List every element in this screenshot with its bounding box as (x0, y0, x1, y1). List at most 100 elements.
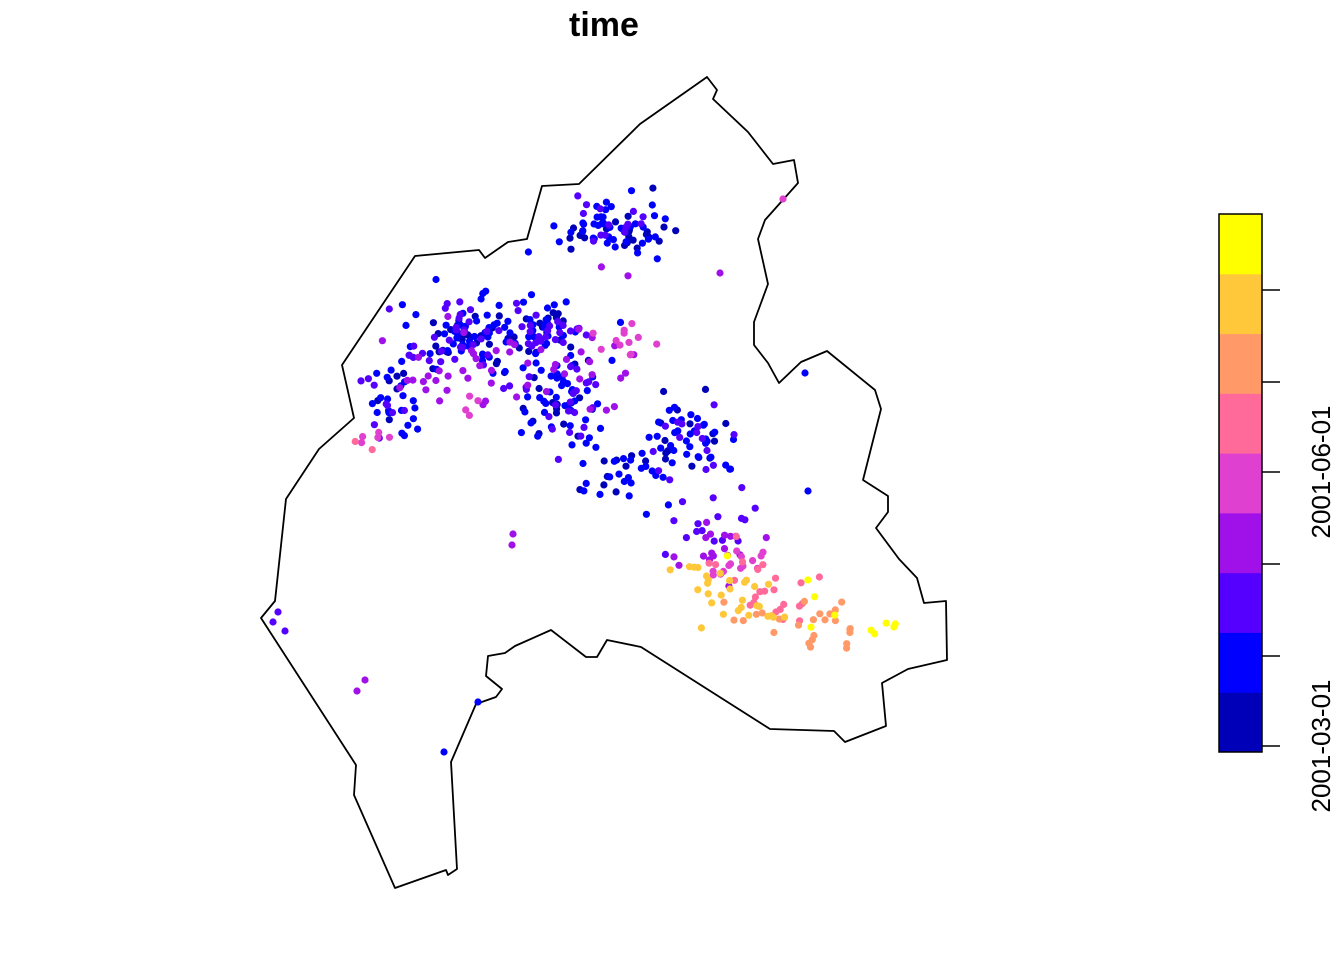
observation-point (474, 397, 482, 405)
observation-point (745, 611, 753, 619)
observation-point (709, 461, 718, 469)
observation-point (650, 212, 659, 220)
observation-point (532, 350, 540, 358)
observation-point (800, 597, 809, 606)
observation-point (605, 221, 613, 229)
observation-point (432, 275, 440, 284)
observation-point (698, 434, 706, 443)
observation-point (710, 401, 718, 409)
observation-point (716, 569, 724, 577)
observation-point (596, 424, 605, 432)
observation-point (387, 366, 395, 374)
observation-point (645, 433, 653, 441)
observation-point (555, 238, 563, 246)
map-title: time (569, 6, 639, 44)
observation-point (412, 311, 420, 319)
observation-point (759, 561, 767, 569)
observation-point (693, 414, 702, 423)
observation-point (582, 379, 590, 387)
observation-point (483, 311, 491, 319)
observation-point (709, 571, 717, 579)
legend-swatch (1219, 632, 1262, 693)
observation-point (738, 484, 746, 492)
observation-point (794, 621, 803, 629)
observation-point (542, 333, 550, 341)
observation-point (726, 560, 735, 568)
observation-point (546, 322, 554, 330)
observation-point (537, 366, 545, 374)
observation-point (526, 328, 534, 336)
observation-point (409, 376, 417, 384)
observation-point (373, 408, 381, 417)
observation-point (402, 321, 410, 329)
observation-point (611, 218, 620, 226)
observation-point (625, 338, 633, 346)
observation-point (414, 425, 422, 433)
observation-point (627, 187, 636, 195)
observation-point (624, 220, 632, 228)
observation-point (562, 355, 571, 363)
observation-point (501, 323, 509, 331)
observation-point (594, 400, 602, 408)
observation-point (524, 359, 532, 367)
observation-point (469, 341, 477, 349)
observation-point (443, 300, 451, 308)
observation-point (426, 350, 434, 358)
observation-point (353, 687, 361, 695)
observation-point (477, 295, 485, 303)
observation-point (688, 462, 696, 470)
observation-point (550, 301, 558, 309)
observation-point (600, 481, 608, 489)
observation-point (527, 419, 535, 427)
observation-point (459, 367, 467, 375)
observation-point (368, 400, 376, 408)
observation-point (678, 498, 687, 506)
observation-point (430, 333, 438, 341)
observation-point (474, 698, 482, 706)
observation-point (717, 591, 725, 599)
observation-point (525, 373, 533, 381)
observation-point (385, 305, 393, 313)
observation-point (473, 317, 481, 325)
observation-point (550, 222, 558, 230)
observation-point (752, 610, 761, 618)
observation-point (582, 331, 590, 339)
observation-point (686, 430, 694, 438)
observation-point (506, 329, 514, 337)
observation-point (770, 586, 778, 594)
observation-point (566, 234, 574, 242)
observation-point (722, 461, 730, 469)
observation-point (831, 611, 839, 619)
observation-point (281, 627, 289, 635)
observation-point (693, 527, 701, 536)
observation-point (722, 419, 730, 428)
observation-point (580, 423, 588, 431)
observation-point (699, 552, 708, 560)
observation-point (730, 616, 738, 624)
observation-point (554, 318, 562, 326)
observation-point (719, 610, 728, 618)
observation-point (846, 625, 854, 634)
observation-point (660, 223, 668, 231)
observation-point (583, 387, 591, 395)
observation-point (655, 467, 663, 475)
observation-point (452, 326, 460, 334)
observation-point (687, 411, 695, 419)
observation-point (676, 433, 684, 441)
observation-point (554, 455, 563, 463)
observation-point (467, 347, 476, 355)
observation-point (730, 431, 738, 439)
observation-point (620, 326, 628, 334)
observation-point (754, 565, 762, 574)
observation-point (665, 406, 673, 414)
observation-point (274, 608, 282, 616)
observation-point (492, 347, 500, 355)
observation-point (556, 329, 564, 337)
observation-point (566, 422, 574, 430)
observation-point (444, 312, 452, 321)
observation-point (477, 335, 485, 343)
observation-point (383, 373, 391, 381)
observation-point (385, 416, 393, 424)
observation-point (465, 411, 473, 419)
observation-point (577, 348, 585, 356)
